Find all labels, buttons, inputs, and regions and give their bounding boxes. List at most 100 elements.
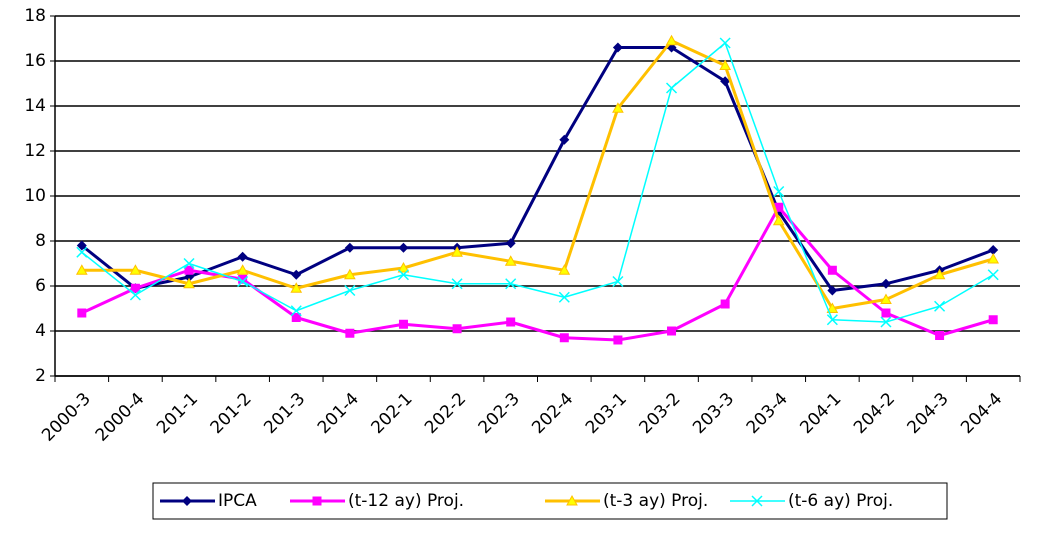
marker — [76, 240, 87, 251]
marker — [183, 277, 195, 289]
marker — [827, 285, 838, 296]
legend-label: (t-6 ay) Proj. — [788, 491, 893, 511]
marker — [451, 278, 463, 290]
marker — [312, 496, 322, 506]
marker — [881, 308, 891, 318]
series-line — [81, 42, 994, 323]
x-tick-label: 202-4 — [528, 389, 577, 438]
marker — [934, 300, 946, 312]
marker — [773, 185, 785, 198]
marker — [559, 333, 569, 343]
marker — [344, 242, 355, 253]
marker — [774, 202, 784, 212]
marker — [397, 261, 410, 273]
x-tick-label: 202-3 — [475, 389, 524, 438]
marker — [612, 102, 624, 113]
series-line — [80, 46, 994, 292]
marker — [397, 269, 410, 281]
x-tick-label: 2000-3 — [38, 389, 95, 446]
marker — [77, 308, 87, 318]
marker — [751, 495, 763, 507]
marker — [451, 246, 463, 257]
marker — [398, 319, 408, 329]
marker — [345, 328, 355, 338]
marker — [183, 257, 195, 270]
legend-label: IPCA — [218, 491, 257, 511]
x-tick-label: 201-3 — [260, 389, 309, 438]
y-tick-label: 2 — [35, 366, 46, 386]
marker — [880, 293, 892, 304]
marker — [182, 496, 192, 506]
y-tick-label: 8 — [35, 231, 46, 251]
marker — [505, 238, 516, 249]
series-line — [81, 39, 994, 310]
marker — [987, 269, 999, 281]
marker — [933, 268, 946, 280]
marker — [987, 252, 1000, 264]
marker — [291, 269, 302, 280]
x-tick-label: 203-4 — [743, 389, 792, 438]
marker — [826, 302, 839, 313]
marker — [505, 278, 517, 290]
marker — [719, 37, 731, 49]
x-tick-label: 204-3 — [904, 389, 953, 438]
marker — [880, 278, 891, 289]
marker — [291, 313, 301, 322]
marker — [559, 134, 570, 145]
marker — [130, 283, 140, 293]
marker — [826, 314, 838, 326]
marker — [719, 59, 731, 70]
marker — [452, 324, 462, 334]
y-tick-label: 12 — [24, 141, 46, 161]
x-tick-label: 201-4 — [314, 389, 363, 438]
x-tick-label: 204-2 — [850, 389, 899, 438]
marker — [935, 331, 945, 340]
marker — [613, 335, 623, 345]
x-tick-label: 202-1 — [367, 389, 416, 438]
marker — [506, 317, 516, 327]
y-tick-label: 10 — [24, 186, 46, 206]
marker — [344, 284, 356, 297]
y-tick-label: 16 — [24, 51, 46, 71]
marker — [558, 264, 571, 275]
x-tick-label: 203-3 — [689, 389, 738, 438]
marker — [237, 275, 249, 288]
x-tick-label: 204-1 — [796, 389, 845, 438]
marker — [988, 315, 998, 325]
marker — [880, 316, 892, 328]
x-tick-label: 203-2 — [636, 389, 685, 438]
marker — [236, 264, 249, 275]
marker — [129, 264, 142, 275]
marker — [665, 34, 678, 46]
marker — [566, 494, 578, 506]
marker — [665, 82, 678, 94]
marker — [238, 274, 248, 284]
x-tick-label: 201-1 — [153, 389, 202, 438]
marker — [720, 76, 731, 87]
marker — [720, 299, 730, 309]
legend-label: (t-12 ay) Proj. — [348, 491, 464, 511]
y-tick-label: 18 — [24, 6, 46, 26]
x-tick-label: 202-2 — [421, 389, 470, 438]
x-tick-label: 203-1 — [582, 389, 631, 438]
marker — [76, 246, 88, 258]
y-tick-label: 4 — [35, 321, 46, 341]
marker — [75, 264, 88, 275]
marker — [129, 289, 141, 301]
marker — [398, 242, 409, 253]
marker — [290, 305, 302, 317]
x-tick-label: 201-2 — [207, 389, 256, 438]
marker — [504, 255, 517, 266]
x-tick-label: 2000-4 — [92, 389, 149, 446]
marker — [612, 42, 623, 53]
marker — [612, 275, 624, 288]
marker — [184, 265, 194, 275]
marker — [237, 251, 248, 262]
y-tick-label: 14 — [24, 96, 46, 116]
marker — [988, 245, 999, 255]
marker — [827, 265, 837, 275]
x-tick-label: 204-4 — [957, 389, 1006, 438]
marker — [772, 214, 785, 226]
marker — [558, 291, 570, 303]
